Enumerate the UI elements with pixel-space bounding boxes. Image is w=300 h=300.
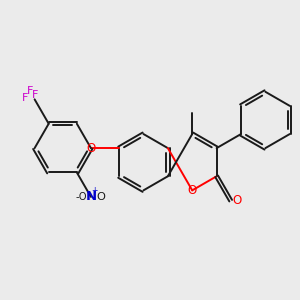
Text: O: O	[97, 192, 105, 202]
Text: O: O	[188, 184, 197, 197]
Text: -O: -O	[75, 192, 87, 202]
Text: O: O	[232, 194, 242, 207]
Text: N: N	[85, 190, 97, 203]
Text: O: O	[86, 142, 96, 154]
Text: F: F	[22, 94, 28, 103]
Text: +: +	[92, 186, 98, 195]
Text: F: F	[32, 90, 39, 100]
Text: F: F	[27, 86, 33, 97]
